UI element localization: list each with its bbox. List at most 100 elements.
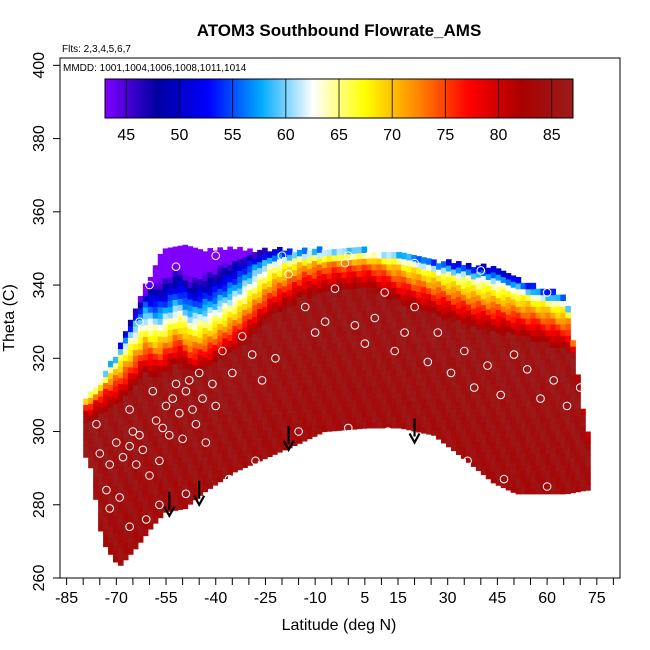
field-cell — [237, 399, 243, 406]
field-cell — [416, 414, 422, 421]
observation-point — [158, 423, 167, 433]
field-cell — [421, 421, 427, 428]
field-cell — [585, 443, 591, 450]
field-cell — [326, 296, 333, 303]
field-cell — [426, 375, 432, 382]
field-cell — [197, 483, 204, 490]
field-cell — [321, 267, 328, 274]
field-cell — [103, 540, 109, 548]
field-cell — [351, 358, 358, 366]
field-cell — [182, 291, 189, 299]
field-cell — [242, 291, 248, 299]
field-cell — [277, 352, 283, 359]
field-cell — [540, 364, 547, 372]
field-cell — [421, 350, 427, 358]
field-cell — [475, 353, 482, 360]
field-cell — [475, 370, 482, 378]
field-cell — [286, 260, 293, 267]
field-cell — [510, 416, 517, 423]
field-cell — [351, 382, 358, 389]
field-cell — [441, 325, 447, 333]
flowrate-field — [83, 244, 591, 566]
field-cell — [122, 506, 129, 514]
field-cell — [321, 390, 328, 397]
field-cell — [406, 371, 412, 378]
field-cell — [555, 382, 561, 389]
field-cell — [177, 444, 184, 452]
field-cell — [277, 264, 283, 271]
field-cell — [142, 365, 149, 373]
field-cell — [83, 422, 89, 429]
field-cell — [257, 402, 263, 409]
field-cell — [192, 247, 199, 255]
field-cell — [465, 438, 472, 446]
field-cell — [331, 407, 338, 414]
observation-point — [294, 427, 303, 436]
field-cell — [515, 294, 522, 302]
field-cell — [157, 511, 164, 519]
field-cell — [142, 336, 149, 343]
field-cell — [540, 446, 547, 454]
field-cell — [227, 428, 233, 435]
field-cell — [356, 258, 363, 266]
field-cell — [505, 419, 512, 426]
field-cell — [162, 435, 169, 443]
field-cell — [252, 445, 258, 452]
field-cell — [291, 357, 298, 365]
field-cell — [540, 382, 547, 389]
field-cell — [108, 472, 114, 479]
field-cell — [416, 408, 422, 415]
field-cell — [351, 364, 358, 371]
field-cell — [247, 447, 253, 455]
field-cell — [113, 415, 119, 422]
field-cell — [227, 293, 233, 300]
field-cell — [167, 323, 174, 331]
field-cell — [550, 306, 556, 313]
field-cell — [515, 382, 522, 389]
field-cell — [192, 353, 199, 360]
field-cell — [127, 366, 134, 374]
field-cell — [127, 372, 134, 380]
field-cell — [147, 523, 154, 530]
field-cell — [227, 340, 233, 347]
field-cell — [411, 366, 417, 373]
field-cell — [197, 331, 204, 338]
field-cell — [152, 411, 159, 419]
field-cell — [272, 319, 278, 326]
field-cell — [301, 247, 308, 255]
field-cell — [426, 275, 432, 283]
field-cell — [550, 288, 556, 296]
field-cell — [286, 254, 293, 261]
field-cell — [381, 398, 387, 406]
field-cell — [301, 388, 308, 395]
field-cell — [386, 375, 392, 382]
field-cell — [232, 407, 238, 414]
field-cell — [530, 452, 537, 460]
field-cell — [282, 443, 288, 451]
field-cell — [157, 458, 164, 466]
field-cell — [436, 392, 442, 399]
field-cell — [113, 520, 119, 528]
field-cell — [192, 318, 199, 325]
field-cell — [505, 337, 512, 344]
field-cell — [361, 322, 368, 330]
field-cell — [351, 341, 358, 348]
field-cell — [242, 332, 248, 340]
field-cell — [321, 302, 328, 310]
field-cell — [217, 376, 223, 383]
field-cell — [172, 434, 179, 441]
observation-point — [499, 474, 509, 484]
field-cell — [525, 429, 532, 436]
field-cell — [127, 542, 134, 549]
field-cell — [182, 332, 189, 340]
field-cell — [167, 317, 174, 325]
field-cell — [510, 345, 517, 353]
field-cell — [356, 352, 363, 359]
field-cell — [540, 435, 547, 442]
field-cell — [346, 306, 353, 313]
field-cell — [182, 408, 189, 416]
field-cell — [311, 371, 318, 379]
field-cell — [366, 392, 373, 400]
field-cell — [212, 426, 218, 433]
field-cell — [202, 415, 209, 422]
